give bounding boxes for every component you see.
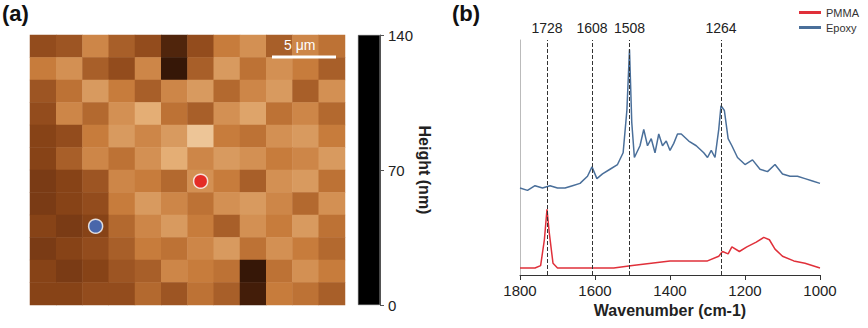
- svg-text:1728: 1728: [531, 20, 562, 36]
- svg-text:1264: 1264: [705, 20, 736, 36]
- svg-text:(b): (b): [452, 1, 480, 26]
- svg-text:1000: 1000: [803, 282, 836, 299]
- svg-text:1400: 1400: [653, 282, 686, 299]
- svg-text:1800: 1800: [503, 282, 536, 299]
- svg-text:70: 70: [388, 162, 405, 179]
- svg-text:1600: 1600: [578, 282, 611, 299]
- svg-text:Height (nm): Height (nm): [416, 126, 433, 215]
- svg-text:1608: 1608: [576, 20, 607, 36]
- svg-text:Epoxy: Epoxy: [826, 22, 857, 34]
- svg-text:140: 140: [388, 27, 413, 44]
- svg-text:5 μm: 5 μm: [284, 37, 315, 53]
- svg-text:PMMA: PMMA: [826, 7, 860, 19]
- svg-text:1508: 1508: [614, 20, 645, 36]
- svg-text:(a): (a): [2, 1, 29, 26]
- svg-text:1200: 1200: [728, 282, 761, 299]
- svg-text:0: 0: [388, 297, 396, 314]
- svg-text:Wavenumber (cm-1): Wavenumber (cm-1): [594, 302, 746, 319]
